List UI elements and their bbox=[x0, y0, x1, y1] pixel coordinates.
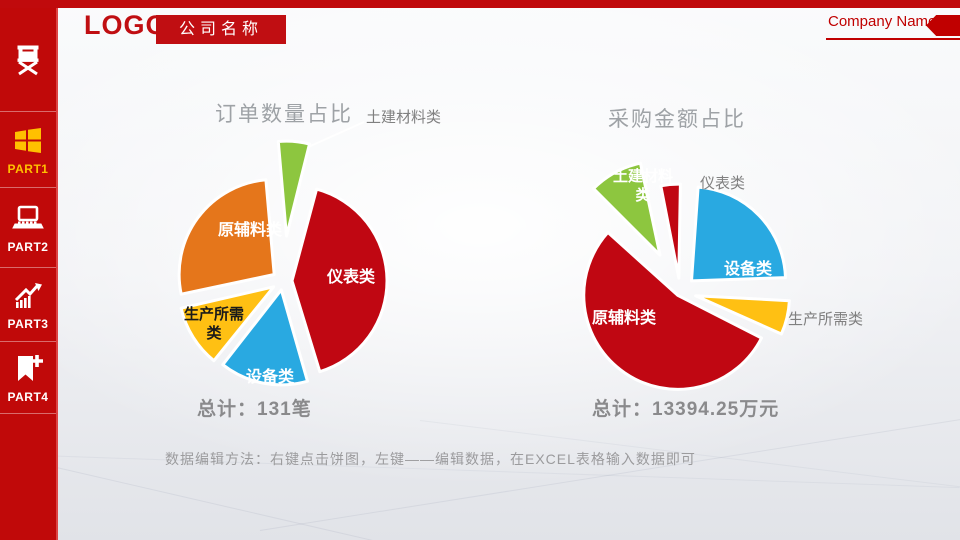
pie-slice-1[interactable] bbox=[290, 187, 389, 374]
chart-total: 总计：131笔 bbox=[197, 399, 312, 420]
sidebar-item-part1[interactable]: PART1 bbox=[0, 112, 56, 188]
order-quantity-pie-chart: 订单数量占比 土建材料类 仪表类 设备类 生产所需类 原辅料类 总计：131笔 bbox=[120, 90, 500, 430]
slice-label-yibiao: 仪表类 bbox=[327, 269, 376, 286]
growth-chart-icon bbox=[14, 282, 42, 308]
pie-slice-1[interactable] bbox=[690, 185, 787, 283]
chart-title: 订单数量占比 bbox=[215, 103, 353, 126]
slice-label-shebei: 设备类 bbox=[246, 369, 295, 386]
company-name-text: Company Name bbox=[828, 13, 937, 30]
edit-instructions-note: 数据编辑方法：右键点击饼图，左键——编辑数据，在EXCEL表格输入数据即可 bbox=[165, 451, 696, 467]
top-red-strip bbox=[0, 0, 960, 8]
sidebar-item-label: PART4 bbox=[7, 389, 49, 404]
laptop-icon bbox=[12, 205, 44, 228]
sidebar-item-part3[interactable]: PART3 bbox=[0, 268, 56, 342]
pie-slice-2[interactable] bbox=[694, 294, 791, 336]
leader-line bbox=[305, 121, 365, 149]
slice-label-yibiao: 仪表类 bbox=[700, 175, 746, 192]
slice-label-yuanfuliao: 原辅料类 bbox=[218, 222, 283, 239]
left-arrow-icon bbox=[926, 15, 960, 36]
order-quantity-pie[interactable] bbox=[120, 90, 500, 430]
sidebar-item-label: PART2 bbox=[7, 239, 49, 254]
slice-label-shengchansuoxu: 生产所需类 bbox=[788, 311, 864, 328]
pie-slice-3[interactable] bbox=[179, 285, 276, 363]
sidebar-item-part2[interactable]: PART2 bbox=[0, 188, 56, 268]
slice-label-shebei: 设备类 bbox=[724, 261, 773, 278]
sidebar-item-label: PART1 bbox=[7, 161, 49, 176]
pie-slice-3[interactable] bbox=[582, 230, 763, 391]
windows-icon bbox=[15, 127, 41, 153]
pie-slice-2[interactable] bbox=[221, 288, 309, 387]
slice-label-tujiancailiao: 土建材料类 bbox=[612, 168, 673, 204]
director-chair-icon bbox=[17, 45, 39, 75]
pie-slice-4[interactable] bbox=[177, 178, 276, 296]
sidebar-item-label: PART3 bbox=[7, 316, 49, 331]
sidebar-filler bbox=[0, 414, 56, 540]
sidebar-item-part4[interactable]: PART4 bbox=[0, 342, 56, 414]
pie-slice-4[interactable] bbox=[592, 161, 662, 257]
sidebar-item-home[interactable] bbox=[0, 8, 56, 112]
slice-label-shengchansuoxu: 生产所需类 bbox=[183, 306, 244, 342]
slice-label-tujiancailiao: 土建材料类 bbox=[366, 109, 442, 126]
chart-title: 采购金额占比 bbox=[608, 108, 746, 131]
company-name-underline bbox=[826, 38, 960, 40]
chart-total: 总计：13394.25万元 bbox=[592, 399, 780, 420]
logo: LOGO bbox=[84, 10, 168, 40]
purchase-amount-pie-chart: 采购金额占比 仪表类 设备类 生产所需类 原辅料类 土建材料类 总计：13394… bbox=[540, 90, 960, 430]
bookmark-plus-icon bbox=[18, 354, 43, 381]
sidebar: PART1 PART2 bbox=[0, 8, 58, 540]
pie-slice-0[interactable] bbox=[659, 182, 682, 280]
purchase-amount-pie[interactable] bbox=[540, 90, 960, 430]
slice-label-yuanfuliao: 原辅料类 bbox=[592, 310, 657, 327]
company-name-badge: 公司名称 bbox=[156, 15, 286, 44]
pie-slice-0[interactable] bbox=[276, 139, 311, 238]
